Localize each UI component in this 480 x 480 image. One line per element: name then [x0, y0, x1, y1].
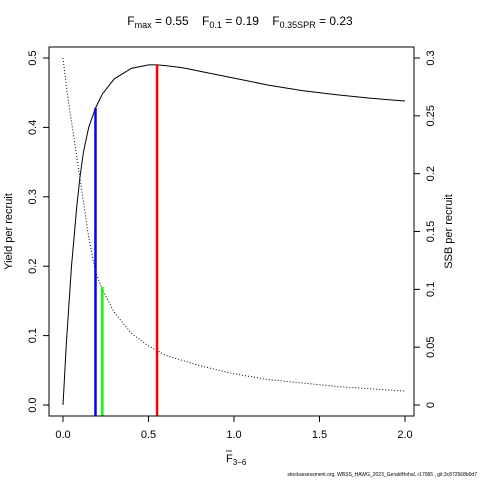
x-tick-label: 2.0: [397, 429, 412, 441]
fmax-label: Fmax = 0.55: [127, 14, 189, 30]
source-footer: stockassessment.org, WBSS_HAWG_2023_Gera…: [287, 472, 477, 478]
x-tick-label: 0.0: [55, 429, 70, 441]
x-label-text: F: [226, 453, 233, 465]
y-tick-label: 0.0: [27, 397, 39, 412]
x-axis-label: F3−6: [226, 450, 247, 467]
y2-tick-label: 0: [425, 402, 437, 408]
svg-text:F3−6: F3−6: [226, 453, 247, 467]
y2-tick-label: 0.3: [425, 50, 437, 65]
y-tick-label: 0.5: [27, 50, 39, 65]
fspr-label: F0.35SPR = 0.23: [272, 14, 353, 30]
x-tick-label: 1.5: [312, 429, 327, 441]
plot-frame: [48, 46, 415, 417]
y2-axis-label: SSB per recruit: [443, 194, 455, 269]
f01-label: F0.1 = 0.19: [202, 14, 259, 30]
y-axis-label: Yield per recruit: [3, 193, 15, 270]
ssb-per-recruit-line: [62, 57, 406, 392]
yield-per-recruit-line: [62, 64, 406, 406]
x-label-sub: 3−6: [233, 458, 247, 467]
y2-tick-label: 0.1: [425, 282, 437, 297]
x-tick-label: 1.0: [226, 429, 241, 441]
y-tick-label: 0.3: [27, 189, 39, 204]
y2-tick-label: 0.2: [425, 166, 437, 181]
y-tick-label: 0.2: [27, 259, 39, 274]
y-tick-label: 0.1: [27, 328, 39, 343]
chart-title: Fmax = 0.55 F0.1 = 0.19 F0.35SPR = 0.23: [0, 14, 480, 30]
y-tick-label: 0.4: [27, 120, 39, 135]
y2-tick-label: 0.15: [425, 221, 437, 242]
y2-tick-label: 0.05: [425, 336, 437, 357]
y2-tick-label: 0.25: [425, 105, 437, 126]
x-tick-label: 0.5: [141, 429, 156, 441]
